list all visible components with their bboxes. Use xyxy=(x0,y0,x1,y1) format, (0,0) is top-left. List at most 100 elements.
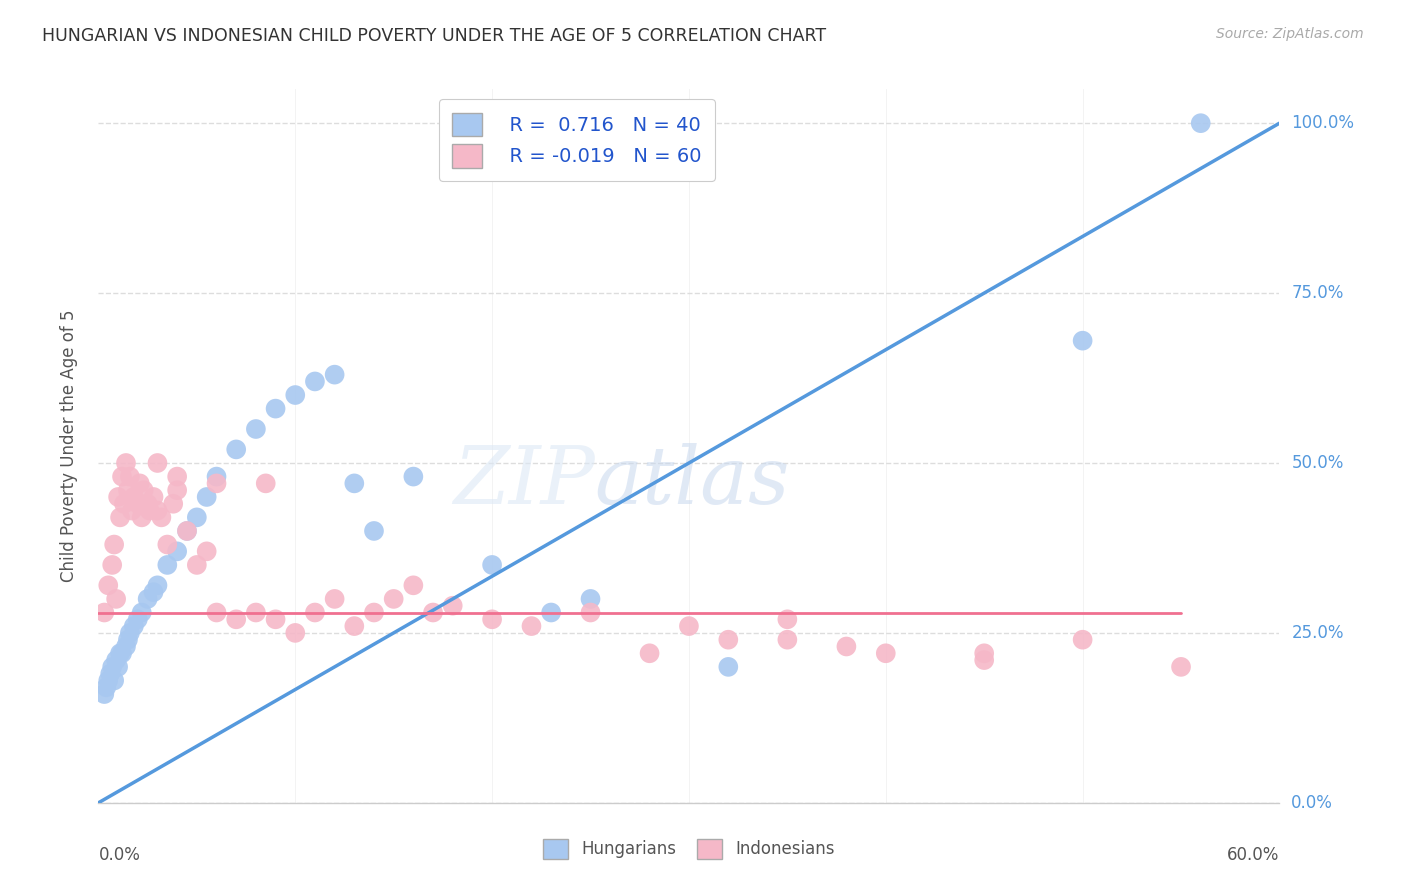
Point xyxy=(875,646,897,660)
Point xyxy=(150,510,173,524)
Point xyxy=(382,591,405,606)
Point xyxy=(162,497,184,511)
Point xyxy=(835,640,858,654)
Point xyxy=(115,640,138,654)
Point xyxy=(118,626,141,640)
Point xyxy=(284,626,307,640)
Text: 100.0%: 100.0% xyxy=(1291,114,1354,132)
Text: 25.0%: 25.0% xyxy=(1291,624,1344,642)
Point xyxy=(304,375,326,389)
Point xyxy=(105,591,128,606)
Point xyxy=(225,612,247,626)
Point xyxy=(108,510,131,524)
Text: atlas: atlas xyxy=(595,443,790,520)
Point xyxy=(304,606,326,620)
Point xyxy=(107,490,129,504)
Text: 75.0%: 75.0% xyxy=(1291,284,1344,302)
Point xyxy=(142,490,165,504)
Point xyxy=(1071,334,1094,348)
Point xyxy=(122,619,145,633)
Point xyxy=(97,578,120,592)
Point xyxy=(195,490,218,504)
Point xyxy=(186,510,208,524)
Point xyxy=(402,469,425,483)
Text: HUNGARIAN VS INDONESIAN CHILD POVERTY UNDER THE AGE OF 5 CORRELATION CHART: HUNGARIAN VS INDONESIAN CHILD POVERTY UN… xyxy=(42,27,827,45)
Point xyxy=(122,490,145,504)
Point xyxy=(136,497,159,511)
Point xyxy=(363,524,385,538)
Point xyxy=(776,612,799,626)
Point xyxy=(93,606,115,620)
Point xyxy=(131,510,153,524)
Point xyxy=(115,456,138,470)
Point xyxy=(195,544,218,558)
Point xyxy=(481,612,503,626)
Point xyxy=(107,660,129,674)
Point xyxy=(422,606,444,620)
Point xyxy=(363,606,385,620)
Point xyxy=(121,503,143,517)
Point xyxy=(176,524,198,538)
Point xyxy=(1189,116,1212,130)
Point xyxy=(186,558,208,572)
Point xyxy=(264,401,287,416)
Point xyxy=(973,646,995,660)
Legend: Hungarians, Indonesians: Hungarians, Indonesians xyxy=(537,832,841,866)
Point xyxy=(678,619,700,633)
Point xyxy=(108,646,131,660)
Point xyxy=(111,646,134,660)
Point xyxy=(166,544,188,558)
Point xyxy=(540,606,562,620)
Point xyxy=(111,469,134,483)
Point xyxy=(481,558,503,572)
Point xyxy=(105,653,128,667)
Point xyxy=(146,578,169,592)
Point xyxy=(117,483,139,498)
Point xyxy=(103,537,125,551)
Point xyxy=(127,612,149,626)
Text: 50.0%: 50.0% xyxy=(1291,454,1344,472)
Point xyxy=(118,469,141,483)
Point xyxy=(402,578,425,592)
Point xyxy=(146,503,169,517)
Point xyxy=(343,476,366,491)
Point xyxy=(112,497,135,511)
Y-axis label: Child Poverty Under the Age of 5: Child Poverty Under the Age of 5 xyxy=(59,310,77,582)
Point xyxy=(579,606,602,620)
Point xyxy=(117,632,139,647)
Point xyxy=(166,469,188,483)
Point xyxy=(776,632,799,647)
Point xyxy=(579,591,602,606)
Point xyxy=(323,591,346,606)
Point xyxy=(973,653,995,667)
Point xyxy=(717,660,740,674)
Point xyxy=(343,619,366,633)
Point xyxy=(132,483,155,498)
Point xyxy=(101,660,124,674)
Point xyxy=(138,503,160,517)
Point xyxy=(98,666,121,681)
Point xyxy=(93,687,115,701)
Text: Source: ZipAtlas.com: Source: ZipAtlas.com xyxy=(1216,27,1364,41)
Point xyxy=(638,646,661,660)
Point xyxy=(142,585,165,599)
Point xyxy=(441,599,464,613)
Point xyxy=(205,476,228,491)
Point xyxy=(225,442,247,457)
Point xyxy=(101,558,124,572)
Point xyxy=(205,469,228,483)
Point xyxy=(1170,660,1192,674)
Point xyxy=(156,537,179,551)
Point xyxy=(131,606,153,620)
Point xyxy=(1071,632,1094,647)
Point xyxy=(245,422,267,436)
Point xyxy=(146,456,169,470)
Point xyxy=(176,524,198,538)
Point xyxy=(127,497,149,511)
Point xyxy=(205,606,228,620)
Point xyxy=(96,680,118,694)
Point xyxy=(264,612,287,626)
Point xyxy=(717,632,740,647)
Point xyxy=(254,476,277,491)
Point xyxy=(284,388,307,402)
